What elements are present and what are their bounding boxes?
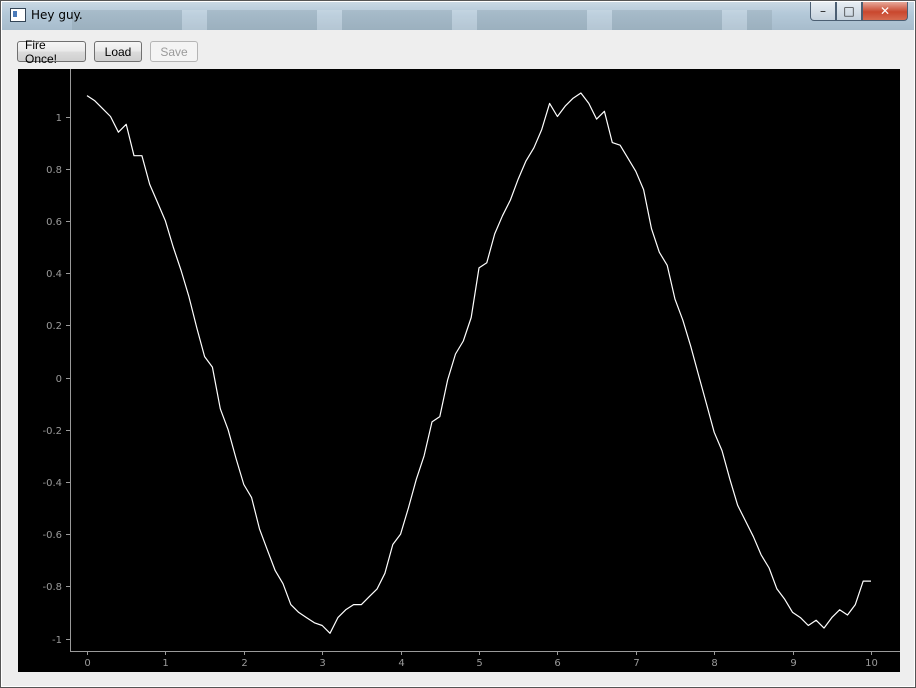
window-title: Hey guy. xyxy=(31,8,83,22)
title-bar[interactable]: Hey guy. – □ ✕ xyxy=(2,2,914,30)
y-tick-label: -0.2 xyxy=(42,426,62,437)
x-tick-label: 3 xyxy=(319,658,325,669)
window-controls: – □ ✕ xyxy=(810,2,908,22)
x-tick-label: 6 xyxy=(554,658,560,669)
y-tick-label: 0 xyxy=(56,374,62,385)
x-tick-label: 10 xyxy=(865,658,878,669)
fire-once-button[interactable]: Fire Once! xyxy=(17,38,86,66)
maximize-button[interactable]: □ xyxy=(836,2,862,21)
y-tick-label: -0.4 xyxy=(42,478,62,489)
x-tick-label: 5 xyxy=(476,658,482,669)
x-tick-label: 2 xyxy=(241,658,247,669)
y-tick-label: 0.8 xyxy=(46,165,62,176)
plot-area[interactable]: 1 0.8 0.6 0.4 0.2 0 -0.2 -0.4 -0.6 -0.8 -1 0 1 2 3 4 5 6 7… xyxy=(18,69,900,672)
x-tick-label: 4 xyxy=(398,658,404,669)
title-bar-background xyxy=(72,10,772,30)
y-tick-label: 0.2 xyxy=(46,321,62,332)
y-tick-label: -1 xyxy=(52,635,62,646)
x-tick-label: 1 xyxy=(162,658,168,669)
y-tick-label: 0.4 xyxy=(46,269,62,280)
y-tick-label: -0.6 xyxy=(42,530,62,541)
x-tick-label: 0 xyxy=(84,658,90,669)
toolbar: Fire Once! Load Save xyxy=(17,38,198,66)
load-button[interactable]: Load xyxy=(94,41,142,62)
x-tick-label: 8 xyxy=(711,658,717,669)
series-line xyxy=(86,92,871,634)
close-button[interactable]: ✕ xyxy=(862,2,908,21)
x-tick-label: 7 xyxy=(633,658,639,669)
app-icon[interactable] xyxy=(10,8,26,22)
y-tick-label: 0.6 xyxy=(46,217,62,228)
x-tick-label: 9 xyxy=(790,658,796,669)
line-chart: 1 0.8 0.6 0.4 0.2 0 -0.2 -0.4 -0.6 -0.8 -1 0 1 2 3 4 5 6 7… xyxy=(42,69,900,669)
y-tick-label: 1 xyxy=(56,113,62,124)
minimize-button[interactable]: – xyxy=(810,2,836,21)
save-button: Save xyxy=(150,41,198,62)
y-tick-label: -0.8 xyxy=(42,582,62,593)
